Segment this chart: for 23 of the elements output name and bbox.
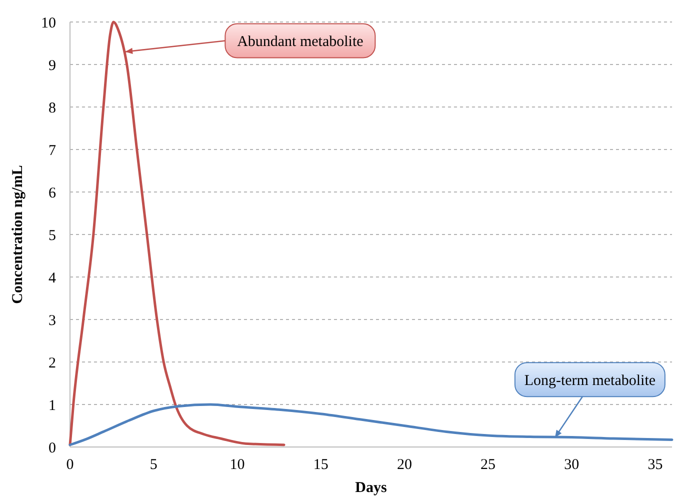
x-tick-label: 30	[564, 457, 580, 473]
y-tick-label: 5	[48, 228, 56, 244]
x-tick-label: 15	[313, 457, 328, 473]
y-tick-label: 9	[48, 58, 56, 74]
y-tick-label: 6	[48, 185, 56, 202]
y-tick-label: 4	[48, 270, 56, 286]
x-tick-label: 25	[480, 457, 496, 473]
y-axis-title: Concentration ng/mL	[10, 165, 26, 304]
y-tick-label: 0	[48, 440, 56, 456]
y-tick-label: 3	[48, 312, 56, 329]
x-axis-title: Days	[355, 480, 387, 496]
x-tick-label: 10	[230, 457, 245, 473]
annotation: Abundant metabolite	[237, 34, 364, 50]
y-tick-label: 1	[48, 398, 56, 414]
x-tick-label: 35	[648, 457, 663, 473]
y-tick-label: 10	[41, 15, 56, 32]
y-tick-label: 8	[48, 100, 56, 116]
y-tick-label: 7	[48, 142, 56, 159]
annotation: Long-term metabolite	[524, 372, 656, 389]
x-tick-label: 5	[150, 457, 158, 473]
y-tick-label: 2	[48, 355, 56, 372]
x-tick-label: 0	[66, 457, 74, 473]
x-tick-label: 20	[396, 457, 412, 473]
